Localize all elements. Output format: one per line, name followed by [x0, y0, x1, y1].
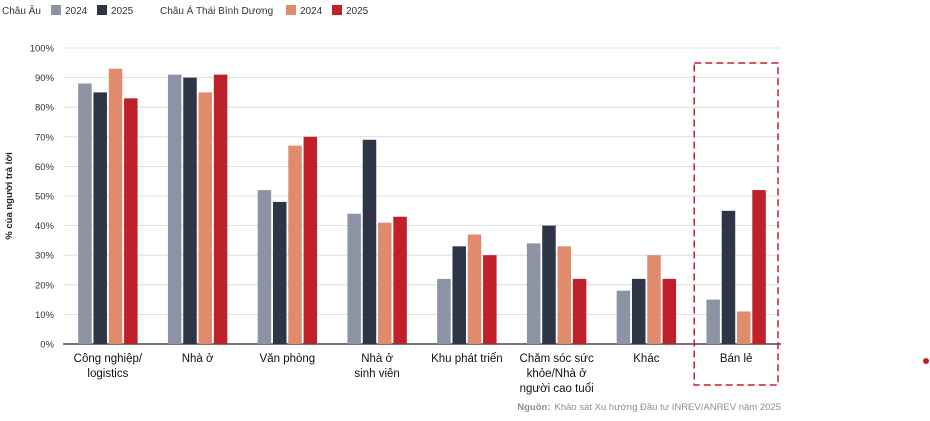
legend-group-apac: Châu Á Thái Bình Dương — [160, 4, 273, 17]
y-tick-label: 30% — [35, 251, 55, 262]
y-tick-label: 80% — [35, 103, 55, 114]
bar-apac-2024-cat-6 — [647, 255, 661, 344]
bar-europe-2025-cat-4 — [452, 246, 466, 344]
legend: Châu Âu 2024 2025 Châu Á Thái Bình Dương… — [2, 4, 369, 17]
bar-apac-2025-cat-6 — [662, 278, 677, 344]
source-text: Khảo sát Xu hướng Đầu tư INREV/ANREV năm… — [555, 402, 781, 413]
bar-apac-2025-cat-0 — [124, 98, 138, 344]
bar-europe-2025-cat-5 — [542, 225, 556, 344]
bar-europe-2025-cat-6 — [631, 278, 646, 344]
bar-apac-2025-cat-3 — [393, 216, 407, 344]
x-category-label: Chăm sóc sức khỏe/Nhà ở người cao tuổi — [520, 353, 594, 395]
x-category-label: Khác — [633, 353, 659, 365]
bar-europe-2024-cat-7 — [706, 299, 720, 344]
bar-apac-2025-cat-7 — [752, 190, 766, 344]
y-tick-label: 40% — [35, 221, 55, 232]
bar-apac-2024-cat-3 — [378, 222, 392, 344]
legend-label-apac-2024: 2024 — [300, 6, 323, 17]
bar-europe-2025-cat-0 — [93, 92, 107, 345]
bar-apac-2024-cat-0 — [108, 68, 123, 344]
bar-apac-2025-cat-4 — [483, 255, 497, 344]
bar-europe-2024-cat-3 — [347, 213, 361, 344]
legend-label-europe-2024: 2024 — [65, 6, 88, 17]
y-tick-label: 60% — [35, 162, 55, 173]
bar-apac-2024-cat-5 — [557, 246, 572, 344]
decorative-dot — [923, 358, 929, 364]
x-axis-labels: Công nghiệp/logistics Nhà ở Văn phòng Nhà ở… — [74, 353, 753, 395]
bar-apac-2024-cat-2 — [288, 145, 302, 344]
legend-swatch-europe-2025 — [97, 5, 107, 15]
bar-apac-2025-cat-5 — [572, 278, 587, 344]
bar-europe-2024-cat-6 — [616, 290, 631, 344]
x-category-label: Công nghiệp/logistics — [74, 353, 143, 380]
legend-group-europe: Châu Âu — [2, 4, 41, 17]
y-tick-label: 70% — [35, 132, 55, 143]
bar-apac-2024-cat-7 — [737, 311, 751, 344]
x-category-label: Văn phòng — [260, 353, 316, 365]
bar-europe-2024-cat-4 — [437, 278, 451, 344]
highlight-box-outline — [693, 62, 779, 386]
highlight-box — [693, 62, 779, 386]
bar-europe-2024-cat-1 — [167, 74, 182, 344]
bar-europe-2025-cat-3 — [362, 139, 377, 344]
x-category-label: Bán lẻ — [720, 353, 753, 365]
legend-swatch-apac-2025 — [332, 5, 342, 15]
y-tick-label: 100% — [30, 44, 55, 55]
y-tick-label: 10% — [35, 310, 55, 321]
y-tick-label: 90% — [35, 73, 55, 84]
bar-europe-2024-cat-5 — [526, 243, 541, 344]
x-category-label: Nhà ở — [182, 353, 214, 365]
gridlines — [63, 47, 781, 345]
bar-apac-2025-cat-2 — [303, 136, 318, 344]
y-tick-label: 0% — [40, 340, 54, 351]
bar-apac-2024-cat-4 — [467, 234, 482, 344]
bar-europe-2025-cat-2 — [272, 201, 287, 344]
legend-label-apac-2025: 2025 — [346, 6, 369, 17]
bars — [78, 68, 766, 345]
x-category-label: Nhà ở sinh viên — [354, 353, 399, 380]
y-tick-label: 20% — [35, 280, 55, 291]
source-note: Nguồn: Khảo sát Xu hướng Đầu tư INREV/ANR… — [517, 402, 781, 413]
bar-apac-2025-cat-1 — [213, 74, 228, 344]
bar-europe-2025-cat-1 — [183, 77, 197, 344]
source-prefix: Nguồn: — [517, 402, 550, 413]
bar-apac-2024-cat-1 — [198, 92, 213, 345]
bar-europe-2025-cat-7 — [721, 210, 736, 344]
y-axis-ticks: 0% 10% 20% 30% 40% 50% 60% 70% 80% 90% 100% — [30, 44, 55, 351]
y-axis-label: % của người trả lời — [4, 152, 15, 239]
legend-swatch-europe-2024 — [51, 5, 61, 15]
bar-europe-2024-cat-2 — [257, 190, 272, 344]
bar-europe-2024-cat-0 — [78, 83, 92, 345]
x-category-label: Khu phát triển — [431, 353, 503, 365]
y-tick-label: 50% — [35, 192, 55, 203]
legend-label-europe-2025: 2025 — [111, 6, 134, 17]
legend-swatch-apac-2024 — [286, 5, 296, 15]
